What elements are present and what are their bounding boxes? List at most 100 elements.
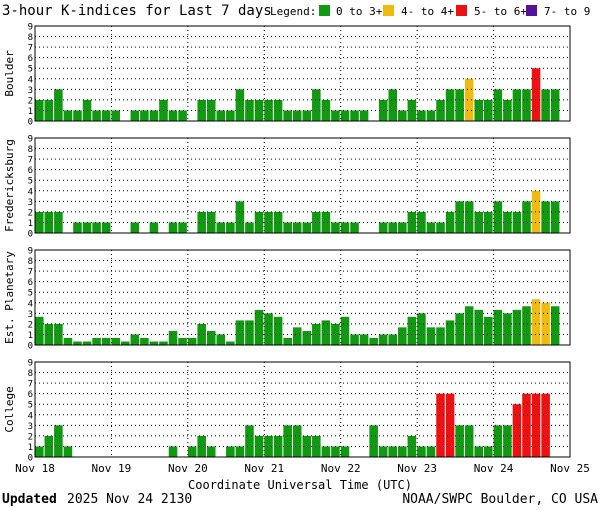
y-tick-label: 7 (28, 156, 33, 166)
y-tick-label: 7 (28, 380, 33, 390)
bar (44, 435, 54, 457)
y-tick-label: 5 (28, 65, 33, 75)
bar (235, 89, 245, 121)
bar (273, 99, 283, 121)
bar (522, 393, 531, 457)
y-tick-label: 6 (28, 278, 33, 288)
bar (455, 425, 464, 457)
bar (378, 334, 388, 345)
bar (178, 110, 187, 121)
bar (417, 211, 426, 233)
bar (493, 201, 503, 233)
bar (273, 316, 283, 345)
bar (350, 222, 359, 233)
legend-swatch-4 (383, 5, 394, 16)
bar (44, 323, 54, 345)
bar (140, 110, 149, 121)
chart-title: 3-hour K-indices for Last 7 days (2, 3, 272, 19)
bar (484, 99, 493, 121)
bar (197, 99, 206, 121)
bar (340, 110, 350, 121)
panel-label: Boulder (3, 50, 16, 97)
bar (216, 334, 226, 345)
bar (54, 323, 63, 345)
bar (292, 425, 302, 457)
legend-label: Legend: (270, 5, 316, 18)
bar (101, 110, 111, 121)
y-tick-label: 2 (28, 96, 33, 106)
bar (283, 337, 292, 345)
bar (312, 323, 321, 345)
y-tick-label: 1 (28, 107, 33, 117)
updated-label: Updated (2, 492, 57, 507)
bar (378, 446, 388, 457)
bar (73, 341, 82, 345)
panel-frame (34, 25, 571, 122)
bar (168, 446, 178, 457)
bar (273, 435, 283, 457)
bar (245, 425, 254, 457)
bar (388, 222, 398, 233)
y-tick-label: 9 (28, 135, 33, 145)
panel-label: Fredericksburg (3, 139, 16, 232)
bar (292, 222, 302, 233)
y-tick-label: 1 (28, 331, 33, 341)
bar (436, 99, 445, 121)
bar (474, 309, 484, 345)
bar (340, 222, 350, 233)
x-tick-label: Nov 24 (474, 462, 514, 475)
bar (206, 330, 216, 345)
y-tick-label: 0 (28, 342, 33, 352)
legend-item-7-9: 7- to 9 (544, 5, 590, 18)
y-tick-label: 4 (28, 75, 33, 85)
bar (302, 110, 312, 121)
bar (417, 446, 426, 457)
bar (455, 201, 464, 233)
bar (101, 337, 111, 345)
y-tick-label: 8 (28, 33, 33, 43)
y-tick-label: 4 (28, 299, 33, 309)
bar (445, 320, 455, 345)
x-tick-label: Nov 18 (15, 462, 55, 475)
bar (54, 211, 63, 233)
bar (302, 222, 312, 233)
bar (474, 446, 484, 457)
y-tick-label: 9 (28, 359, 33, 369)
bar (302, 435, 312, 457)
bar (474, 99, 484, 121)
bar (503, 425, 512, 457)
bar (82, 341, 92, 345)
bar (321, 320, 331, 345)
bar (531, 68, 541, 121)
bar (359, 110, 369, 121)
y-tick-label: 3 (28, 310, 33, 320)
bar (187, 446, 197, 457)
bar (512, 404, 522, 457)
bar (445, 89, 455, 121)
bar (455, 89, 464, 121)
x-tick-label: Nov 19 (92, 462, 132, 475)
bar (369, 337, 378, 345)
y-tick-label: 0 (28, 454, 33, 464)
bar (159, 341, 168, 345)
bar (455, 313, 464, 345)
y-tick-label: 9 (28, 23, 33, 33)
panel-frame (34, 137, 571, 234)
bar (484, 446, 493, 457)
bar (149, 222, 159, 233)
y-tick-label: 5 (28, 289, 33, 299)
bar (111, 337, 120, 345)
x-tick-label: Nov 21 (244, 462, 284, 475)
legend-swatch-5-6 (456, 5, 467, 16)
bar (512, 89, 522, 121)
y-tick-label: 8 (28, 369, 33, 379)
bar (226, 341, 235, 345)
bar (264, 435, 273, 457)
bar (101, 222, 111, 233)
y-tick-label: 2 (28, 320, 33, 330)
bar (273, 211, 283, 233)
legend-item-4: 4- to 4+ (401, 5, 454, 18)
bar (398, 327, 407, 345)
